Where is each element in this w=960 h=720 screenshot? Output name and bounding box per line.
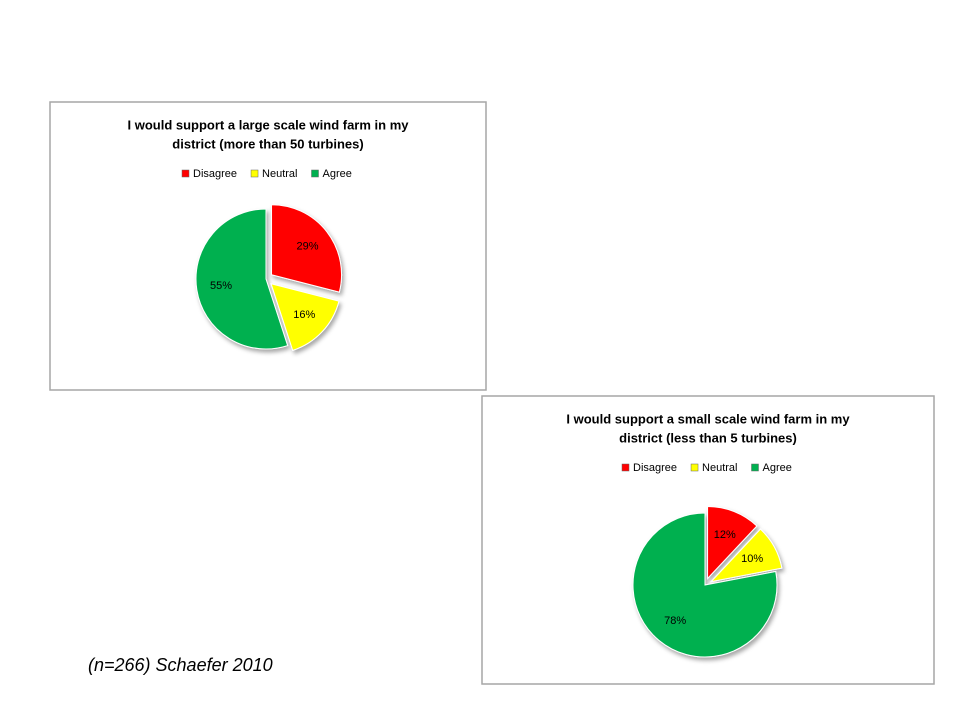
data-label: 78% — [664, 615, 686, 627]
legend-swatch — [690, 463, 699, 472]
chart-title: district (less than 5 turbines) — [619, 430, 797, 445]
legend-label: Disagree — [193, 168, 237, 180]
chart-title: I would support a large scale wind farm … — [127, 117, 409, 132]
pie-slice — [270, 283, 340, 351]
pie — [195, 204, 342, 351]
legend-label: Agree — [763, 462, 792, 474]
chart-title: I would support a small scale wind farm … — [566, 411, 850, 426]
pie-slice — [195, 208, 289, 350]
pie-slice — [707, 505, 758, 580]
data-label: 10% — [741, 553, 763, 565]
data-label: 12% — [714, 529, 736, 541]
legend-swatch — [311, 169, 319, 178]
legend-swatch — [751, 463, 759, 472]
chart-title: district (more than 50 turbines) — [172, 136, 363, 151]
data-label: 16% — [293, 309, 315, 321]
data-label: 29% — [296, 241, 318, 253]
legend-label: Agree — [323, 168, 352, 180]
legend-swatch — [181, 169, 190, 178]
legend-label: Neutral — [262, 168, 297, 180]
data-label: 55% — [210, 280, 232, 292]
legend-label: Neutral — [702, 462, 737, 474]
caption: (n=266) Schaefer 2010 — [88, 655, 273, 675]
legend-swatch — [621, 463, 630, 472]
pie-slice — [271, 204, 342, 293]
pie-slice — [632, 512, 778, 658]
pie — [632, 505, 783, 658]
legend-label: Disagree — [633, 462, 677, 474]
legend-swatch — [250, 169, 259, 178]
pie-slice — [709, 528, 783, 583]
